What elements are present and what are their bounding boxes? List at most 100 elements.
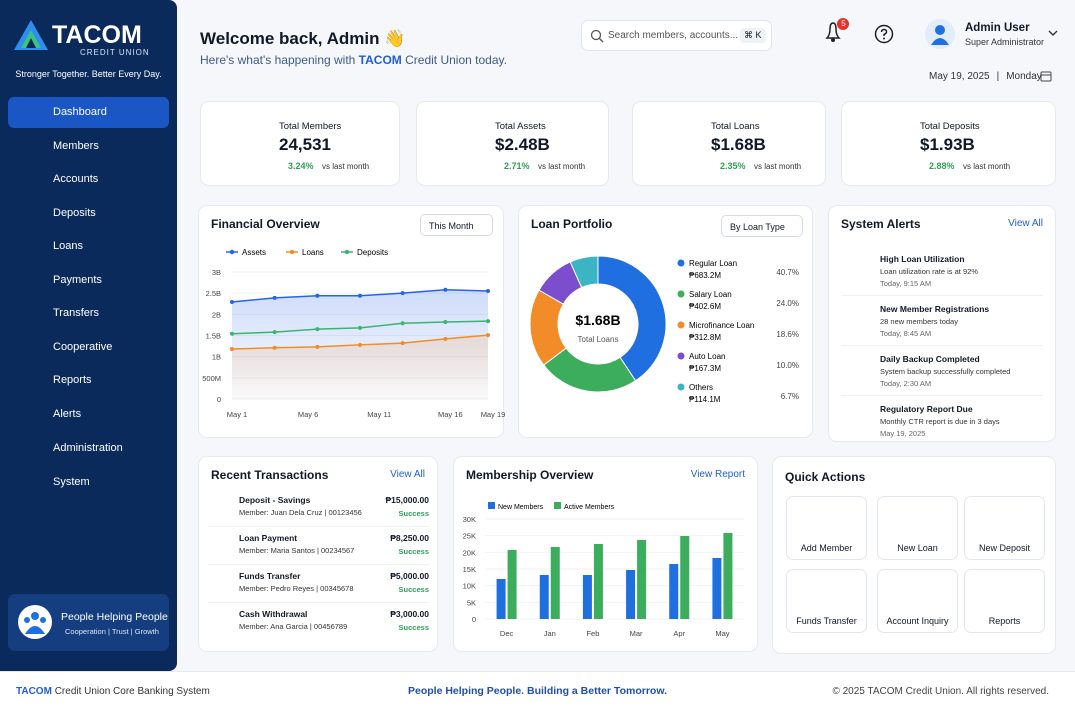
tx-status: Success (398, 547, 429, 556)
legend-label: New Members (498, 504, 544, 511)
nav-item[interactable]: Reports (8, 365, 169, 396)
legend-label: Microfinance Loan (689, 321, 754, 330)
card-title: Membership Overview (466, 468, 594, 482)
alert-desc: Monthly CTR report is due in 3 days (880, 417, 1000, 426)
chevron[interactable] (1048, 30, 1058, 38)
alert-desc: Loan utilization rate is at 92% (880, 267, 978, 276)
nav-item[interactable]: Cooperative (8, 332, 169, 363)
legend-percent: 10.0% (776, 361, 799, 370)
y-tick-label: 2B (212, 310, 221, 319)
notification-count: 5 (841, 19, 846, 28)
nav-label: Accounts (53, 173, 99, 185)
legend-dot (677, 290, 685, 298)
y-tick-label: 25K (463, 532, 476, 541)
point (443, 336, 448, 341)
nav-item[interactable]: Deposits (8, 198, 169, 229)
y-tick-label: 0 (217, 395, 221, 404)
y-tick-label: 2.5B (206, 289, 221, 298)
quick-action[interactable]: New Deposit (964, 496, 1045, 560)
stat-note: vs last month (963, 162, 1011, 171)
nav-item[interactable]: Dashboard (8, 97, 169, 128)
x-tick-label: Dec (500, 629, 514, 638)
loan-card: Loan Portfolio By Loan Type $1.68B Total… (518, 205, 813, 438)
point (400, 341, 405, 346)
alert-time: May 19, 2025 (880, 429, 926, 438)
link[interactable]: View All (1008, 218, 1043, 229)
quick-action[interactable]: Add Member (786, 496, 867, 560)
legend-label: Loans (302, 248, 324, 257)
card-title: Recent Transactions (211, 468, 329, 482)
quick-action[interactable]: Funds Transfer (786, 569, 867, 633)
alert-title: High Loan Utilization (880, 254, 965, 264)
text: Credit Union Core Banking System (51, 686, 210, 697)
link[interactable]: View All (390, 469, 425, 480)
legend-label: Assets (242, 248, 266, 257)
alert-title: New Member Registrations (880, 304, 990, 314)
bar (593, 544, 603, 619)
promo-icon (18, 605, 52, 639)
text: TACOM (358, 53, 402, 67)
nav-item[interactable]: Transfers (8, 298, 169, 329)
nav-item[interactable]: Payments (8, 265, 169, 296)
nav-item[interactable]: Accounts (8, 164, 169, 195)
legend-amount: ₱167.3M (689, 364, 721, 373)
card-title: System Alerts (841, 217, 921, 231)
quick-action-label: New Loan (897, 543, 938, 553)
help[interactable] (874, 24, 894, 44)
nav-item[interactable]: System (8, 467, 169, 498)
center-label: Total Loans (578, 335, 619, 344)
x-tick-label: Jan (544, 629, 556, 638)
welcome-subtitle: Here's what's happening with TACOM Credi… (200, 53, 507, 67)
footer: TACOM Credit Union Core Banking System P… (0, 671, 1075, 717)
legend-amount: ₱114.1M (689, 395, 721, 404)
bar (550, 547, 560, 619)
quick-action[interactable]: New Loan (877, 496, 958, 560)
stat-change: 3.24% (288, 161, 314, 171)
legend-amount: ₱683.2M (689, 271, 721, 280)
nav-item[interactable]: Members (8, 131, 169, 162)
point (230, 300, 234, 305)
tx-member: Member: Juan Dela Cruz | 00123456 (239, 508, 362, 517)
y-tick-label: 5K (467, 598, 476, 607)
area (232, 335, 488, 399)
tx-amount: ₱3,000.00 (390, 609, 429, 619)
legend-dot (677, 321, 685, 329)
y-tick-label: 10K (463, 582, 476, 591)
quick-action[interactable]: Reports (964, 569, 1045, 633)
x-tick-label: Apr (673, 629, 685, 638)
avatar[interactable] (925, 19, 955, 49)
point (315, 327, 320, 332)
legend-amount: ₱402.6M (689, 302, 721, 311)
link[interactable]: View Report (690, 469, 745, 480)
separator (841, 345, 1043, 346)
point (272, 330, 277, 335)
y-tick-label: 0 (472, 615, 476, 624)
point (486, 289, 490, 294)
nav-item[interactable]: Administration (8, 433, 169, 464)
bell[interactable] (822, 17, 852, 47)
alert-desc: 28 new members today (880, 317, 958, 326)
stat-value: $1.93B (920, 135, 975, 154)
legend-dot (289, 249, 295, 255)
bar (507, 550, 517, 619)
quick-actions-card: Quick Actions Add Member New Loan New Depo… (772, 456, 1056, 654)
logo-icon (14, 20, 48, 50)
quick-action[interactable]: Account Inquiry (877, 569, 958, 633)
tagline: Stronger Together. Better Every Day. (15, 69, 162, 79)
nav-label: System (53, 476, 90, 488)
card-title: Loan Portfolio (531, 217, 613, 231)
search[interactable]: Search members, accounts... ⌘ K (581, 20, 772, 51)
stat-note: vs last month (538, 162, 586, 171)
quick-action-label: Reports (988, 616, 1021, 626)
tx-status: Success (398, 585, 429, 594)
dropdown[interactable]: By Loan Type (721, 215, 803, 237)
point (358, 325, 362, 330)
nav-label: Alerts (53, 408, 82, 420)
dropdown[interactable]: This Month (420, 214, 493, 236)
bar (712, 558, 722, 619)
nav-item[interactable]: Loans (8, 231, 169, 262)
legend-dot (344, 249, 350, 255)
nav-item[interactable]: Alerts (8, 399, 169, 430)
stat-change: 2.88% (929, 161, 955, 171)
